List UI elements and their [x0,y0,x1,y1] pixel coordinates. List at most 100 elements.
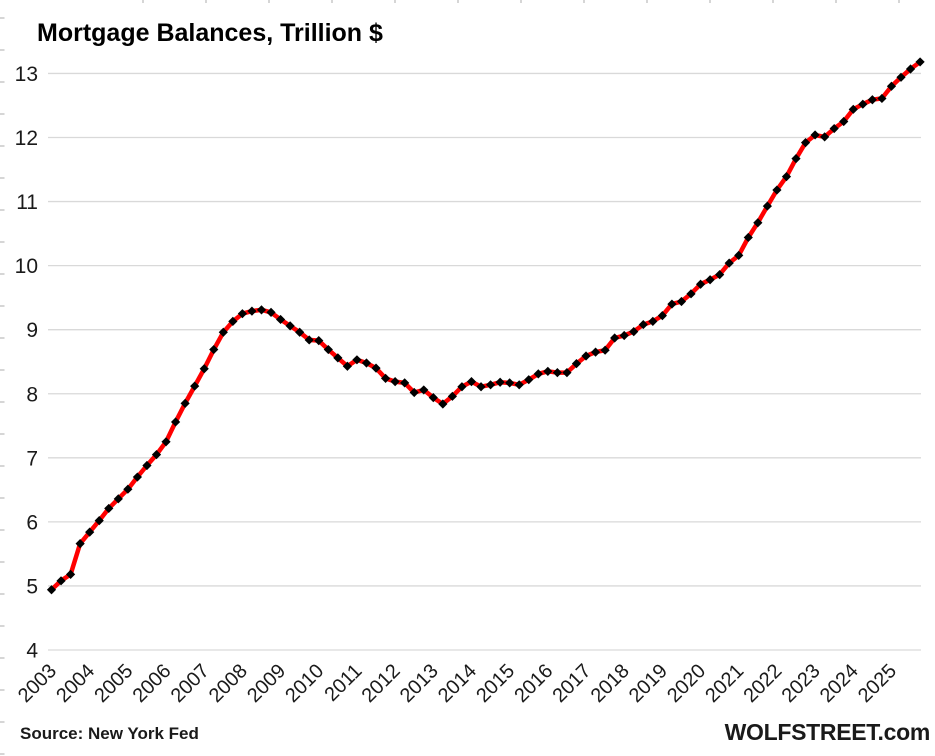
x-axis-tick-label: 2009 [243,660,290,707]
x-axis-tick-label: 2013 [396,660,443,707]
x-axis-tick-label: 2018 [587,660,634,707]
data-point-marker [342,361,352,371]
data-point-marker [715,270,725,280]
data-point-marker [753,218,763,228]
x-axis-tick-label: 2022 [739,660,786,707]
data-point-marker [409,387,419,398]
data-point-marker [743,232,753,243]
x-axis-tick-label: 2010 [281,660,328,707]
data-point-marker [390,376,400,387]
data-point-marker [667,299,677,309]
data-point-marker [867,95,877,105]
data-point-marker [323,344,333,355]
data-point-marker [552,368,562,378]
x-axis-tick-label: 2020 [663,660,710,707]
data-point-marker [352,355,362,365]
data-point-marker [447,391,457,401]
x-axis-tick-label: 2003 [14,660,61,707]
x-axis-tick-label: 2011 [321,660,367,706]
data-point-marker [600,345,610,355]
data-point-marker [695,279,706,289]
data-point-marker [562,368,572,378]
data-point-marker [190,381,200,391]
data-point-marker [266,307,276,318]
data-point-marker [657,311,667,321]
data-point-marker [543,366,553,376]
data-point-marker [762,201,772,211]
data-point-marker [209,344,219,355]
data-point-marker [829,123,839,134]
y-axis-tick-label: 8 [26,383,38,406]
data-point-marker [571,359,582,369]
data-point-marker [820,132,830,142]
data-point-marker [619,330,629,341]
data-point-marker [151,450,162,460]
data-point-marker [199,364,209,374]
data-point-marker [295,327,305,337]
data-point-marker [629,327,639,337]
y-axis-tick-label: 10 [15,255,38,278]
data-point-marker [428,393,438,403]
x-axis-tick-label: 2012 [358,660,405,707]
data-point-marker [581,351,591,361]
data-point-marker [533,369,543,379]
data-point-marker [495,377,505,387]
data-point-marker [438,399,448,409]
data-point-marker [476,382,486,392]
data-point-marker [524,375,534,385]
data-point-marker [285,321,295,331]
data-point-marker [314,335,324,346]
y-axis-tick-label: 5 [26,575,38,598]
chart-title: Mortgage Balances, Trillion $ [37,19,383,47]
x-axis-tick-label: 2024 [816,660,863,707]
data-point-marker [142,460,152,471]
x-axis-tick-label: 2008 [205,660,252,707]
data-point-marker [247,306,257,316]
data-point-marker [839,116,849,127]
data-point-marker [371,363,381,373]
data-point-marker [590,347,601,357]
x-axis-tick-label: 2025 [854,660,901,707]
data-point-marker [85,527,95,537]
data-point-marker [485,380,496,390]
data-point-marker [772,185,782,195]
y-axis-tick-label: 11 [16,191,38,214]
x-axis-tick-label: 2004 [52,660,99,707]
data-point-marker [180,398,190,408]
x-axis-tick-label: 2005 [90,660,137,707]
data-point-marker [648,316,658,326]
brand-watermark: WOLFSTREET.com [724,719,931,745]
data-point-marker [94,515,104,526]
data-point-marker [800,138,811,148]
data-point-marker [915,57,925,67]
x-axis-tick-label: 2023 [778,660,825,707]
x-axis-tick-label: 2015 [472,660,519,707]
data-point-marker [228,316,238,326]
data-point-marker [505,378,515,388]
data-point-marker [218,327,228,337]
data-point-marker [361,358,372,368]
y-axis-tick-label: 9 [26,319,38,342]
data-point-marker [333,353,343,363]
x-axis-tick-label: 2019 [625,660,672,707]
data-point-marker [113,494,123,504]
data-point-marker [304,335,314,345]
x-axis-tick-label: 2021 [701,660,748,707]
y-axis-tick-label: 6 [26,511,38,534]
y-axis-tick-label: 12 [15,127,38,150]
x-axis-tick-label: 2014 [434,660,481,707]
data-point-marker [104,503,114,514]
y-axis-tick-label: 7 [26,447,38,470]
data-point-marker [705,275,715,285]
data-point-marker [466,376,477,387]
data-point-marker [161,437,171,447]
data-point-marker [676,296,687,307]
data-point-marker [400,378,410,388]
data-point-marker [46,585,57,595]
source-note: Source: New York Fed [20,724,199,743]
data-point-marker [256,305,267,315]
data-point-marker [380,373,391,383]
x-axis-tick-label: 2016 [510,660,557,707]
data-point-marker [686,289,696,299]
